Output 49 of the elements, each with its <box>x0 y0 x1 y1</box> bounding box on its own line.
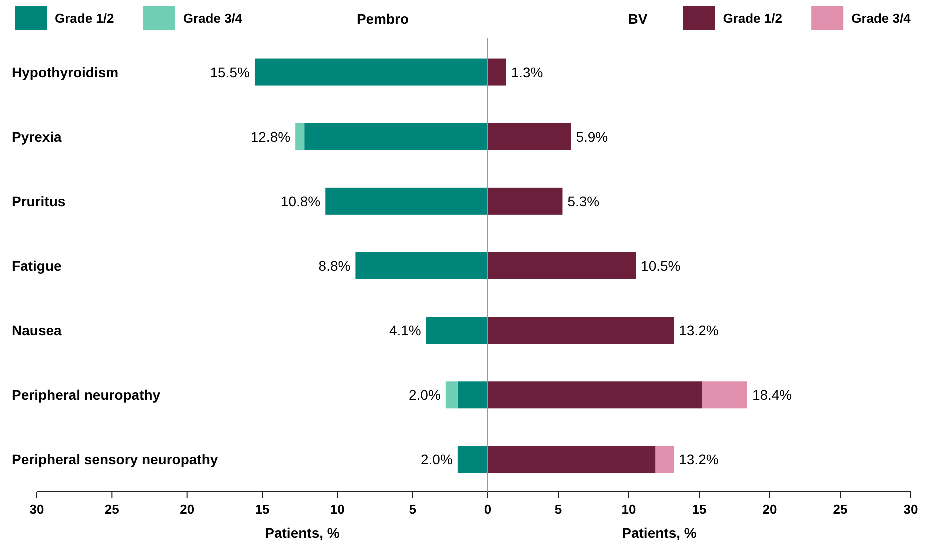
bar <box>296 123 305 150</box>
bar <box>488 58 506 86</box>
x-tick-label: 10 <box>330 502 345 517</box>
total-label: 15.5% <box>210 64 250 80</box>
bar <box>446 382 458 409</box>
chart-title: Pembro <box>356 11 410 27</box>
x-axis-title: Patients, % <box>622 525 698 541</box>
legend-label: Grade 1/2 <box>723 11 782 26</box>
total-label: 5.3% <box>568 193 600 210</box>
x-tick-label: 30 <box>30 502 44 517</box>
total-label: 10.5% <box>641 258 681 274</box>
bar <box>656 446 674 474</box>
y-tick-label: Nausea <box>12 322 62 339</box>
chart-title: BV <box>628 11 648 27</box>
total-label: 4.1% <box>389 322 422 339</box>
x-tick-label: 25 <box>104 502 120 517</box>
x-tick-label: 15 <box>692 502 707 517</box>
total-label: 13.2% <box>679 452 719 468</box>
bar <box>702 382 748 409</box>
y-tick-label: Pruritus <box>12 193 66 210</box>
x-tick-label: 5 <box>409 502 416 517</box>
x-axis-title: Patients, % <box>265 525 340 541</box>
x-tick-label: 20 <box>180 502 195 517</box>
legend-label: Grade 3/4 <box>852 11 912 26</box>
y-tick-label: Peripheral neuropathy <box>12 387 161 404</box>
x-tick-label: 15 <box>255 502 270 517</box>
y-tick-label: Hypothyroidism <box>12 64 119 80</box>
total-label: 10.8% <box>280 193 321 210</box>
legend-label: Grade 3/4 <box>183 11 244 26</box>
x-tick-label: 5 <box>554 502 562 517</box>
data-label: 2.0% <box>408 387 441 404</box>
y-tick-label: Peripheral sensory neuropathy <box>12 452 218 468</box>
total-label: 13.2% <box>679 322 719 339</box>
total-label: 8.8% <box>318 258 351 274</box>
bar <box>458 446 488 474</box>
total-label: 12.8% <box>250 128 291 145</box>
bar <box>458 382 488 409</box>
x-tick-label: 0 <box>484 502 492 517</box>
x-tick-label: 20 <box>762 502 778 517</box>
total-label: 18.4% <box>752 387 792 404</box>
x-tick-label: 25 <box>833 502 848 517</box>
total-label: 5.9% <box>576 128 608 145</box>
legend-label: Grade 1/2 <box>55 11 114 26</box>
y-tick-label: Pyrexia <box>12 128 62 145</box>
total-label: 1.3% <box>511 64 544 80</box>
x-tick-label: 30 <box>904 502 918 517</box>
y-tick-label: Fatigue <box>12 258 62 274</box>
total-label: 2.0% <box>421 452 453 468</box>
x-tick-label: 10 <box>622 502 636 517</box>
